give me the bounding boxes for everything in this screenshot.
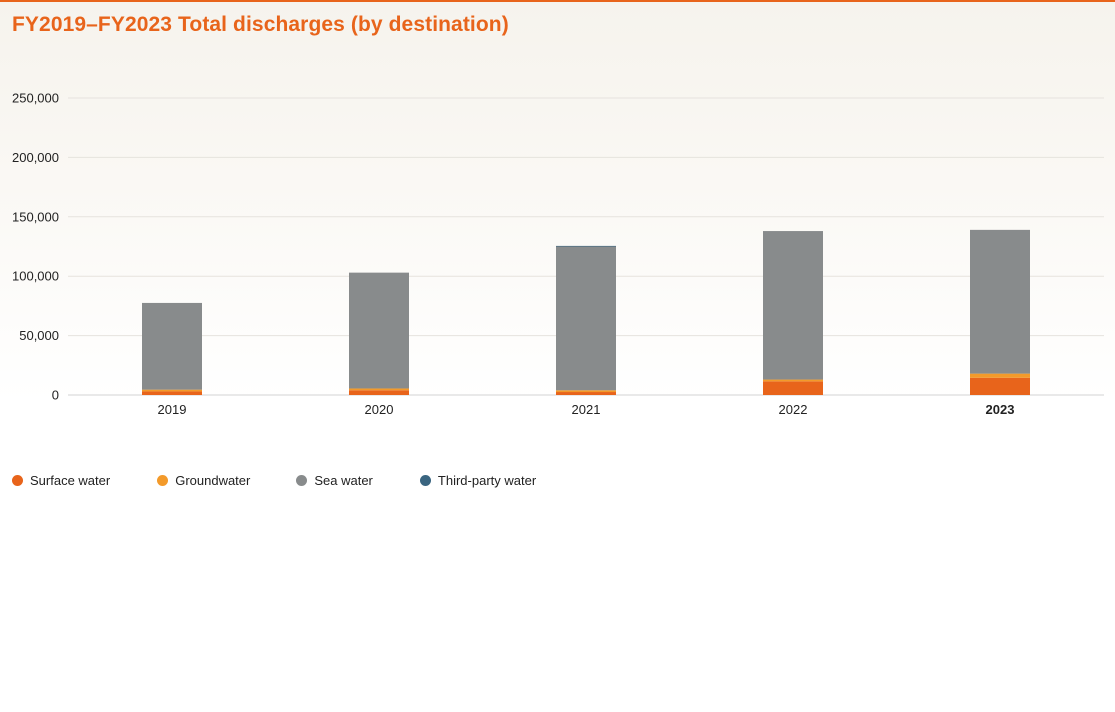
y-tick-label: 200,000 bbox=[12, 150, 59, 165]
x-tick-label: 2021 bbox=[572, 402, 601, 417]
y-tick-label: 250,000 bbox=[12, 91, 59, 106]
legend-item: Surface water bbox=[12, 473, 110, 488]
legend-label: Surface water bbox=[30, 472, 111, 488]
legend-label: Third-party water bbox=[437, 472, 537, 488]
legend-item: Groundwater bbox=[157, 473, 250, 488]
legend-label: Groundwater bbox=[175, 472, 251, 488]
y-axis-labels: 0 50,000 100,000 150,000 200,000 250,000 bbox=[12, 91, 59, 403]
bar-segment bbox=[142, 302, 202, 390]
bar-segment bbox=[763, 231, 823, 380]
legend-swatch bbox=[296, 474, 308, 486]
bar-segment bbox=[556, 392, 616, 395]
x-tick-label: 2020 bbox=[365, 402, 394, 417]
bar-segment bbox=[556, 390, 616, 393]
legend-label: Sea water bbox=[314, 472, 373, 488]
bar-segment bbox=[763, 379, 823, 382]
y-tick-label: 150,000 bbox=[12, 209, 59, 224]
top-rule bbox=[0, 0, 1115, 2]
bar-segment bbox=[349, 272, 409, 389]
y-tick-label: 50,000 bbox=[19, 328, 59, 343]
legend-item: Sea water bbox=[296, 473, 373, 488]
bar-segment bbox=[970, 373, 1030, 378]
chart-title: FY2019–FY2023 Total discharges (by desti… bbox=[12, 13, 509, 36]
bar-chart: 0 50,000 100,000 150,000 200,000 250,000 2019… bbox=[12, 91, 1104, 417]
legend-swatch bbox=[419, 474, 431, 486]
bar-segment bbox=[142, 391, 202, 395]
bar-segment bbox=[349, 388, 409, 391]
bar-segment bbox=[970, 377, 1030, 395]
bar-segment bbox=[970, 229, 1030, 374]
legend-item: Third-party water bbox=[419, 472, 537, 488]
y-tick-label: 0 bbox=[52, 388, 59, 403]
legend-swatch bbox=[157, 474, 169, 486]
legend-swatch bbox=[12, 474, 23, 486]
bar-segment bbox=[556, 245, 616, 247]
x-tick-label: 2023 bbox=[986, 402, 1015, 417]
bar-segment bbox=[349, 390, 409, 395]
x-tick-label: 2022 bbox=[779, 402, 808, 417]
bar-segment bbox=[763, 381, 823, 395]
bar-segment bbox=[556, 246, 616, 391]
legend: Surface water Groundwater Sea water Third-p… bbox=[12, 471, 536, 489]
y-tick-label: 100,000 bbox=[12, 269, 59, 284]
bar-segment bbox=[142, 389, 202, 392]
bar-stacks bbox=[142, 229, 1030, 395]
x-axis-labels: 2019 2020 2021 2022 2023 bbox=[158, 402, 1015, 417]
x-tick-label: 2019 bbox=[158, 402, 187, 417]
